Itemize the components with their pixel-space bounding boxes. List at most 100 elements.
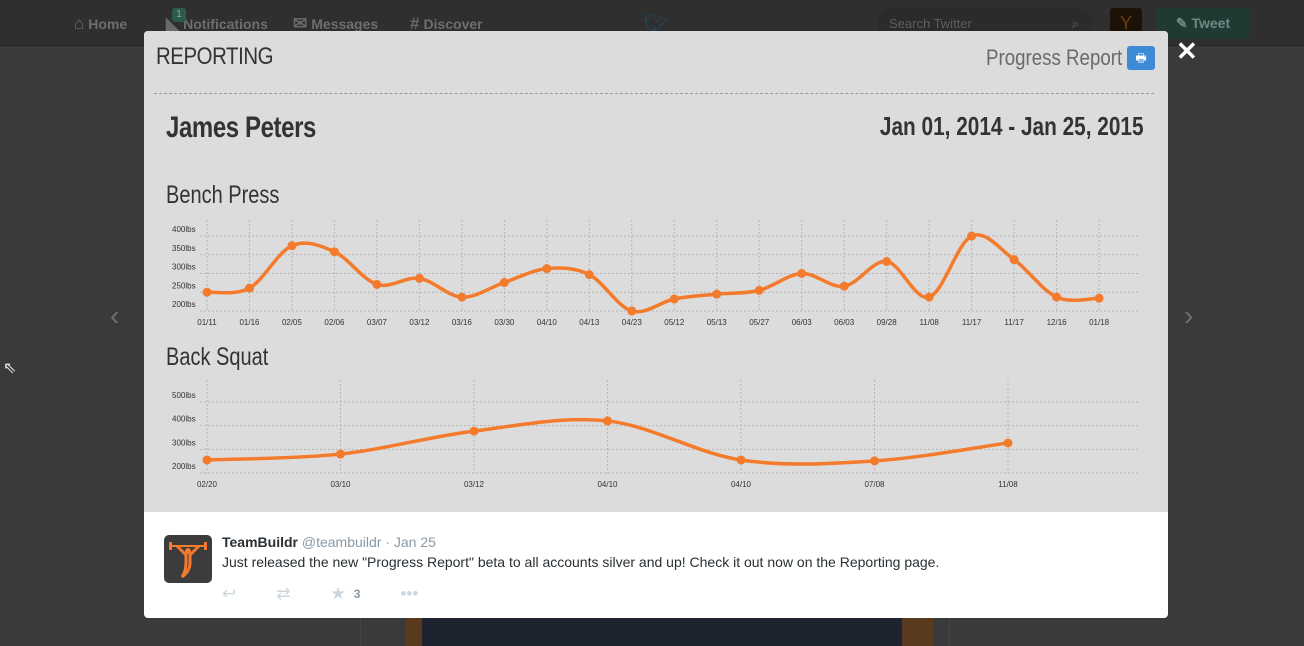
x-tick-label: 03/16 — [452, 318, 473, 327]
data-point — [584, 270, 594, 280]
print-icon: 🖶︎ — [1135, 51, 1147, 65]
more-icon: ••• — [400, 584, 419, 603]
x-tick-label: 01/11 — [197, 318, 217, 327]
x-tick-label: 04/10 — [537, 318, 558, 327]
y-tick-label: 500lbs — [172, 391, 196, 400]
background-image-inner — [422, 618, 902, 646]
twitter-bird-icon[interactable]: 🐦︎ — [643, 14, 669, 36]
data-point — [797, 269, 807, 278]
y-tick-label: 200lbs — [172, 300, 196, 309]
notification-badge: 1 — [172, 8, 186, 22]
mouse-cursor-icon: ⇖ — [3, 360, 17, 377]
retweet-button[interactable]: ⇄ — [276, 584, 290, 604]
data-point — [839, 281, 849, 291]
compose-icon: ✎ — [1175, 15, 1192, 31]
x-tick-label: 05/27 — [749, 318, 770, 327]
data-point — [712, 289, 722, 299]
tweet-button[interactable]: ✎ Tweet — [1157, 8, 1249, 39]
data-point — [1003, 438, 1013, 448]
tweet-author-handle[interactable]: @teambuildr — [301, 534, 382, 550]
nav-home[interactable]: ⌂ Home — [74, 14, 127, 34]
data-point — [1009, 255, 1019, 265]
athlete-name: James Peters — [166, 111, 316, 144]
x-tick-label: 06/03 — [792, 318, 813, 327]
y-tick-label: 350lbs — [172, 244, 196, 253]
data-point — [372, 279, 382, 289]
x-tick-label: 06/03 — [834, 318, 855, 327]
print-button[interactable]: 🖶︎ — [1127, 46, 1155, 70]
bench-press-title: Bench Press — [166, 181, 280, 209]
x-tick-label: 09/28 — [877, 318, 898, 327]
data-point — [202, 455, 212, 465]
nav-home-label: Home — [88, 16, 128, 32]
x-tick-label: 05/13 — [707, 318, 728, 327]
search-icon[interactable]: ⌕ — [1071, 16, 1079, 31]
x-tick-label: 03/30 — [494, 318, 515, 327]
y-tick-label: 400lbs — [172, 225, 196, 234]
data-point — [287, 241, 297, 251]
data-point — [882, 257, 892, 266]
data-point — [603, 416, 612, 426]
x-tick-label: 02/20 — [197, 480, 218, 489]
data-point — [329, 247, 339, 257]
data-point — [542, 264, 552, 274]
tweet-author-name[interactable]: TeamBuildr — [222, 534, 298, 550]
previous-arrow-icon[interactable]: ‹ — [110, 300, 120, 331]
close-icon[interactable]: ✕ — [1176, 36, 1198, 66]
series-line — [206, 233, 1100, 314]
data-point — [754, 285, 764, 295]
tweet-timestamp[interactable]: · Jan 25 — [385, 534, 436, 550]
x-tick-label: 04/23 — [622, 318, 643, 327]
favorite-button[interactable]: ★ 3 — [331, 584, 361, 604]
x-tick-label: 11/17 — [962, 318, 982, 327]
progress-report-label: Progress Report — [985, 45, 1122, 70]
y-tick-label: 300lbs — [172, 438, 196, 447]
data-point — [924, 292, 934, 302]
nav-discover-label: Discover — [423, 16, 483, 32]
x-tick-label: 03/12 — [464, 480, 485, 489]
home-icon: ⌂ — [74, 14, 85, 33]
x-tick-label: 02/06 — [324, 318, 345, 327]
tweet-text: Just released the new "Progress Report" … — [222, 554, 940, 570]
data-point — [469, 426, 479, 436]
divider — [154, 93, 1154, 94]
data-point — [244, 283, 254, 293]
retweet-icon: ⇄ — [276, 584, 291, 603]
tweet-header: TeamBuildr @teambuildr · Jan 25 — [222, 534, 436, 550]
data-point — [669, 294, 679, 304]
data-point — [736, 455, 746, 465]
data-point — [202, 287, 212, 297]
more-button[interactable]: ••• — [400, 584, 418, 604]
x-tick-label: 11/08 — [998, 480, 1018, 489]
data-point — [1052, 292, 1062, 302]
y-tick-label: 250lbs — [172, 281, 196, 290]
nav-messages[interactable]: ✉ Messages — [293, 14, 378, 34]
back-squat-title: Back Squat — [166, 343, 269, 371]
x-tick-label: 11/17 — [1004, 318, 1024, 327]
date-range: Jan 01, 2014 - Jan 25, 2015 — [880, 111, 1144, 141]
hash-icon: # — [410, 14, 420, 33]
nav-notifications-label: Notifications — [183, 16, 268, 32]
x-tick-label: 01/18 — [1089, 318, 1110, 327]
reply-button[interactable]: ↩ — [222, 584, 236, 604]
x-tick-label: 11/08 — [919, 318, 939, 327]
x-tick-label: 03/10 — [330, 480, 351, 489]
reporting-title: REPORTING — [156, 43, 274, 70]
tweet-author-avatar[interactable] — [164, 535, 212, 583]
x-tick-label: 04/13 — [579, 318, 600, 327]
data-point — [499, 278, 509, 287]
x-tick-label: 01/16 — [239, 318, 260, 327]
next-arrow-icon[interactable]: › — [1184, 300, 1194, 331]
tweet-actions: ↩ ⇄ ★ 3 ••• — [222, 584, 458, 604]
data-point — [967, 231, 977, 241]
barbell-logo-icon — [169, 542, 207, 579]
bench-press-chart: 200lbs 250lbs 300lbs 350lbs 400lbs 01/11 01/16… — [172, 220, 1140, 327]
x-tick-label: 02/05 — [282, 318, 303, 327]
data-point — [336, 449, 345, 459]
nav-discover[interactable]: # Discover — [410, 14, 483, 34]
messages-icon: ✉ — [293, 14, 308, 33]
data-point — [627, 306, 637, 316]
back-squat-chart: 200lbs 300lbs 400lbs 500lbs 02/20 03/10 03/12 0… — [172, 380, 1140, 489]
data-point — [1094, 293, 1104, 303]
search-placeholder: Search Twitter — [889, 16, 972, 31]
